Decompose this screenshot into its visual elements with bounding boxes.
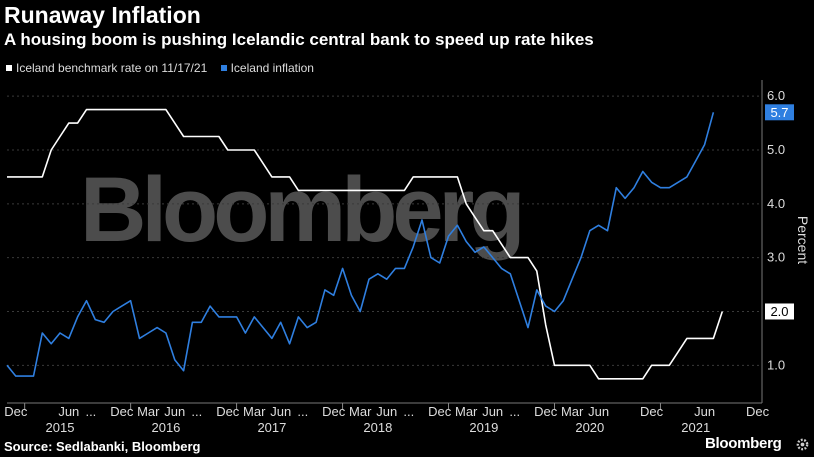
- x-tick-label: Dec: [640, 404, 664, 419]
- x-tick-label: Mar: [137, 404, 160, 419]
- chart-title: Runaway Inflation: [4, 2, 201, 28]
- y-tick-label: 1.0: [767, 357, 785, 372]
- x-tick-label: ...: [297, 404, 308, 419]
- x-year-label: 2019: [469, 420, 498, 435]
- chart-subtitle: A housing boom is pushing Icelandic cent…: [4, 30, 594, 49]
- x-tick-label: Mar: [349, 404, 372, 419]
- y-tick-label: 6.0: [767, 88, 785, 103]
- legend-label-rate: Iceland benchmark rate on 11/17/21: [16, 61, 208, 75]
- x-tick-label: Dec: [322, 404, 346, 419]
- gear-icon: [796, 438, 809, 451]
- x-year-label: 2015: [46, 420, 75, 435]
- x-tick-label: ...: [191, 404, 202, 419]
- x-year-label: 2020: [575, 420, 604, 435]
- brand-logo: Bloomberg: [705, 435, 782, 452]
- legend-swatch-rate: [6, 65, 12, 71]
- x-year-label: 2018: [363, 420, 392, 435]
- x-tick-label: Mar: [455, 404, 478, 419]
- end-label-inflation: 5.7: [770, 105, 788, 120]
- x-tick-label: ...: [509, 404, 520, 419]
- y-axis-label: Percent: [795, 216, 811, 264]
- x-tick-label: Jun: [58, 404, 79, 419]
- y-tick-label: 5.0: [767, 142, 785, 157]
- end-label-rate-box: [765, 303, 794, 320]
- x-tick-label: Dec: [534, 404, 558, 419]
- x-year-label: 2021: [681, 420, 710, 435]
- x-year-label: 2017: [257, 420, 286, 435]
- x-tick-label: Jun: [376, 404, 397, 419]
- x-tick-label: Jun: [270, 404, 291, 419]
- legend-item-rate: Iceland benchmark rate on 11/17/21: [6, 61, 207, 75]
- y-tick-label: 3.0: [767, 250, 785, 265]
- x-tick-label: ...: [403, 404, 414, 419]
- x-year-label: 2016: [151, 420, 180, 435]
- x-tick-label: Mar: [243, 404, 266, 419]
- x-tick-label: Dec: [428, 404, 452, 419]
- x-tick-label: Jun: [164, 404, 185, 419]
- end-label-rate: 2.0: [770, 304, 788, 319]
- watermark: Bloomberg: [80, 159, 526, 261]
- source-note: Source: Sedlabanki, Bloomberg: [4, 439, 201, 454]
- legend-swatch-inflation: [220, 65, 227, 71]
- series-line-inflation: [6, 112, 715, 377]
- x-tick-label: Jun: [588, 404, 609, 419]
- end-label-inflation-box: [765, 104, 794, 121]
- x-tick-label: Dec: [746, 404, 770, 419]
- x-tick-label: Dec: [4, 404, 28, 419]
- y-tick-label: 4.0: [767, 196, 785, 211]
- legend-item-inflation: Iceland inflation: [220, 61, 314, 75]
- x-tick-label: Jun: [694, 404, 715, 419]
- series-line-rate: [7, 108, 724, 380]
- x-tick-label: Dec: [110, 404, 134, 419]
- x-tick-label: ...: [85, 404, 96, 419]
- x-tick-label: Mar: [561, 404, 584, 419]
- x-tick-label: Dec: [216, 404, 240, 419]
- legend: Iceland benchmark rate on 11/17/21 Icela…: [6, 61, 324, 75]
- x-tick-label: Jun: [482, 404, 503, 419]
- legend-label-inflation: Iceland inflation: [230, 61, 314, 75]
